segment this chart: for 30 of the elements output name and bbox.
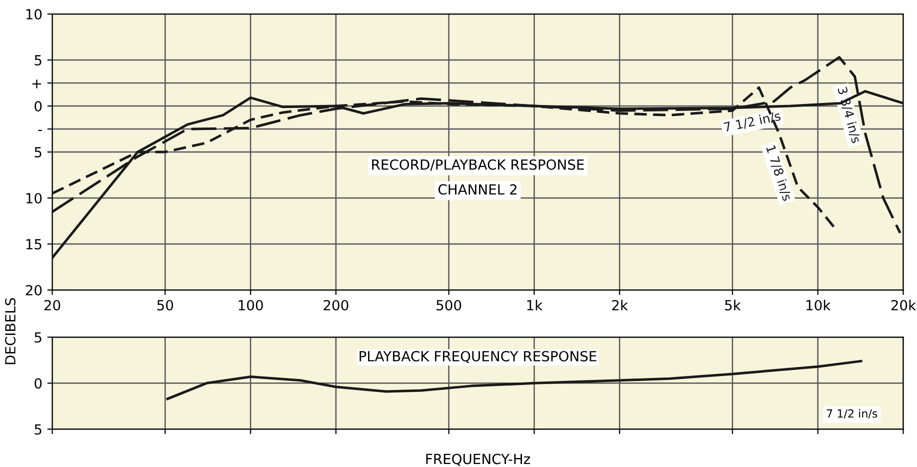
x-tick-label: 1k [527,300,543,310]
x-tick-label: 5k [725,300,741,310]
y-tick-label: 5 [34,332,42,343]
y-tick-label: 0 [34,100,42,112]
y-tick-label: 5 [34,147,42,158]
y-tick-label: 15 [26,239,42,250]
y-tick-label: 10 [26,8,42,20]
text: CHANNEL 2 [438,184,516,195]
y-tick-label: 0 [34,378,42,389]
x-tick-label: 100 [238,300,263,310]
x-tick-label: 20k [891,300,916,310]
y-tick-label: 5 [34,424,42,435]
y-tick-label: 10 [26,192,42,204]
text: 7 1/2 in/s [826,409,878,419]
x-tick-label: 20 [44,300,60,310]
y-tick-label: - [38,130,42,132]
x-tick-label: 50 [157,300,174,310]
y-tick-label: + [32,80,42,88]
text: RECORD/PLAYBACK RESPONSE [372,159,584,171]
x-tick-label: 500 [436,300,462,310]
x-tick-label: 200 [324,300,348,310]
y-axis-title: DECIBELS [5,298,16,364]
x-tick-label: 10k [806,300,831,310]
x-axis-title: FREQUENCY-Hz [426,454,530,466]
y-tick-label: 20 [26,284,42,296]
x-tick-label: 2k [612,300,628,310]
text: 1 7/8 in/s [765,144,793,202]
text: 7 1/2 in/s [724,110,782,133]
text: PLAYBACK FREQUENCY RESPONSE [360,350,596,364]
y-tick-label: 5 [34,55,42,66]
